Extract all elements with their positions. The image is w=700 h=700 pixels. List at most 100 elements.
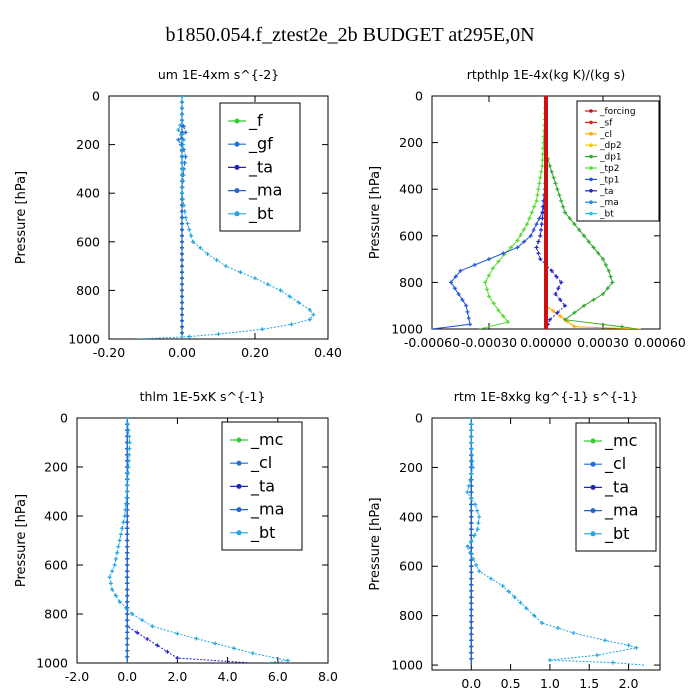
legend-label: _bt [599,210,614,220]
y-tick-label: 200 [399,135,423,150]
legend-marker [590,461,596,467]
plot-frame [431,417,661,671]
legend-label: _f [248,111,263,131]
legend: _forcing_sf _cl_dp2 _dp1_tp2_tp1 _ta_ma _bt [576,100,660,222]
legend-label: _sf [599,118,613,128]
x-tick-label: -0.00060 [404,335,460,350]
x-tick-label: 1.5 [579,676,599,691]
legend-label: _bt [604,524,629,544]
legend-label: _ta [250,476,275,496]
legend-label: _ta [248,157,273,177]
legend: _f _gf _ta _ma _bt [219,102,301,232]
x-tick-label: 0.00 [168,345,196,360]
y-tick-label: 800 [44,607,68,622]
y-tick-label: 400 [399,182,423,197]
legend-label: _ma [248,181,282,201]
x-tick-label: 2.0 [619,676,639,691]
legend-label: _cl [604,454,626,474]
x-tick-label: 1.0 [540,676,560,691]
series-line-tp1 [432,96,547,329]
legend-marker [590,438,596,444]
x-tick-label: -0.00030 [461,335,517,350]
legend-marker [590,508,596,514]
legend-label: _tp1 [599,175,619,185]
legend-label: _gf [248,134,273,154]
legend-label: _forcing [599,107,636,117]
x-tick-label: 4.0 [218,669,238,684]
plot-frame [108,95,329,340]
y-tick-label: 1000 [391,658,423,673]
legend-marker [589,154,593,159]
panel-2: rtpthlp 1E-4x(kg K)/(kg s) -0.00060 -0.000… [368,67,686,350]
legend-label: _ta [599,187,614,197]
panel-title: rtpthlp 1E-4x(kg K)/(kg s) [467,67,626,82]
legend-marker [234,211,240,217]
plot-frame [76,417,329,664]
y-tick-label: 800 [76,283,100,298]
x-tick-label: 2.0 [167,669,187,684]
y-tick-label: 400 [399,509,423,524]
legend-marker [589,109,593,113]
y-tick-label: 600 [76,234,100,249]
legend-label: _ta [604,477,629,497]
y-tick-label: 0 [60,411,68,426]
legend: _mc _cl _ta _ma _bt [221,421,303,551]
y-tick-label: 600 [399,559,423,574]
x-tick-label: 6.0 [268,669,288,684]
legend-marker [234,188,240,194]
panel-1: um 1E-4xm s^{-2} -0.20 0.00 0.20 0.40 0 200 400… [14,67,342,360]
legend-marker [589,177,593,182]
x-tick-label: 0.20 [241,345,269,360]
panel-4: rtm 1E-8xkg kg^{-1} s^{-1} 0.0 0.5 1.0 1.5 2.… [368,389,661,691]
plot-area [138,96,316,339]
legend-label: _ma [604,501,638,521]
legend-marker [589,211,593,216]
legend-marker [234,118,240,124]
y-tick-label: 600 [44,558,68,573]
legend-label: _mc [604,431,637,451]
legend-marker [236,483,242,489]
legend-marker [590,531,596,537]
legend-label: _bt [250,523,275,543]
y-tick-label: 0 [92,89,100,104]
panel-3: thlm 1E-5xK s^{-1} -2.0 0.0 2.0 4.0 6.0 8.0 0 20… [14,389,338,684]
legend-marker [236,437,242,443]
y-axis-label: Pressure [hPa] [368,497,383,590]
legend-label: _cl [250,453,272,473]
legend-label: _ma [250,500,284,520]
legend-label: _tp2 [599,164,619,174]
legend: _mc _cl _ta _ma _bt [575,422,657,552]
y-tick-label: 0 [415,411,423,426]
figure-title: b1850.054.f_ztest2e_2b BUDGET at295E,0N [165,24,534,46]
legend-marker [236,530,242,536]
y-tick-label: 800 [399,608,423,623]
legend-label: _cl [599,130,612,140]
y-axis-label: Pressure [hPa] [14,494,29,587]
y-tick-label: 200 [399,460,423,475]
x-tick-label: 0.00030 [577,335,629,350]
legend-marker [236,507,242,513]
y-tick-label: 600 [399,228,423,243]
legend-label: _ma [599,198,619,208]
y-tick-label: 400 [44,509,68,524]
y-tick-label: 800 [399,275,423,290]
panel-title: thlm 1E-5xK s^{-1} [140,389,266,404]
legend-marker [590,484,596,490]
legend-marker [589,200,593,204]
legend-marker [236,460,242,466]
x-tick-label: 0.0 [461,676,481,691]
x-tick-label: 8.0 [318,669,338,684]
y-axis-label: Pressure [hPa] [368,166,383,259]
legend-marker [589,120,593,125]
y-tick-label: 200 [44,460,68,475]
plot-area [107,418,290,663]
x-tick-label: 0.5 [501,676,521,691]
panel-title: rtm 1E-8xkg kg^{-1} s^{-1} [454,389,638,404]
legend-marker [589,132,593,136]
x-tick-label: 0.00000 [520,335,572,350]
panel-title: um 1E-4xm s^{-2} [158,67,279,82]
legend-label: _mc [250,430,283,450]
x-tick-label: 0.40 [314,345,342,360]
y-tick-label: 400 [76,186,100,201]
